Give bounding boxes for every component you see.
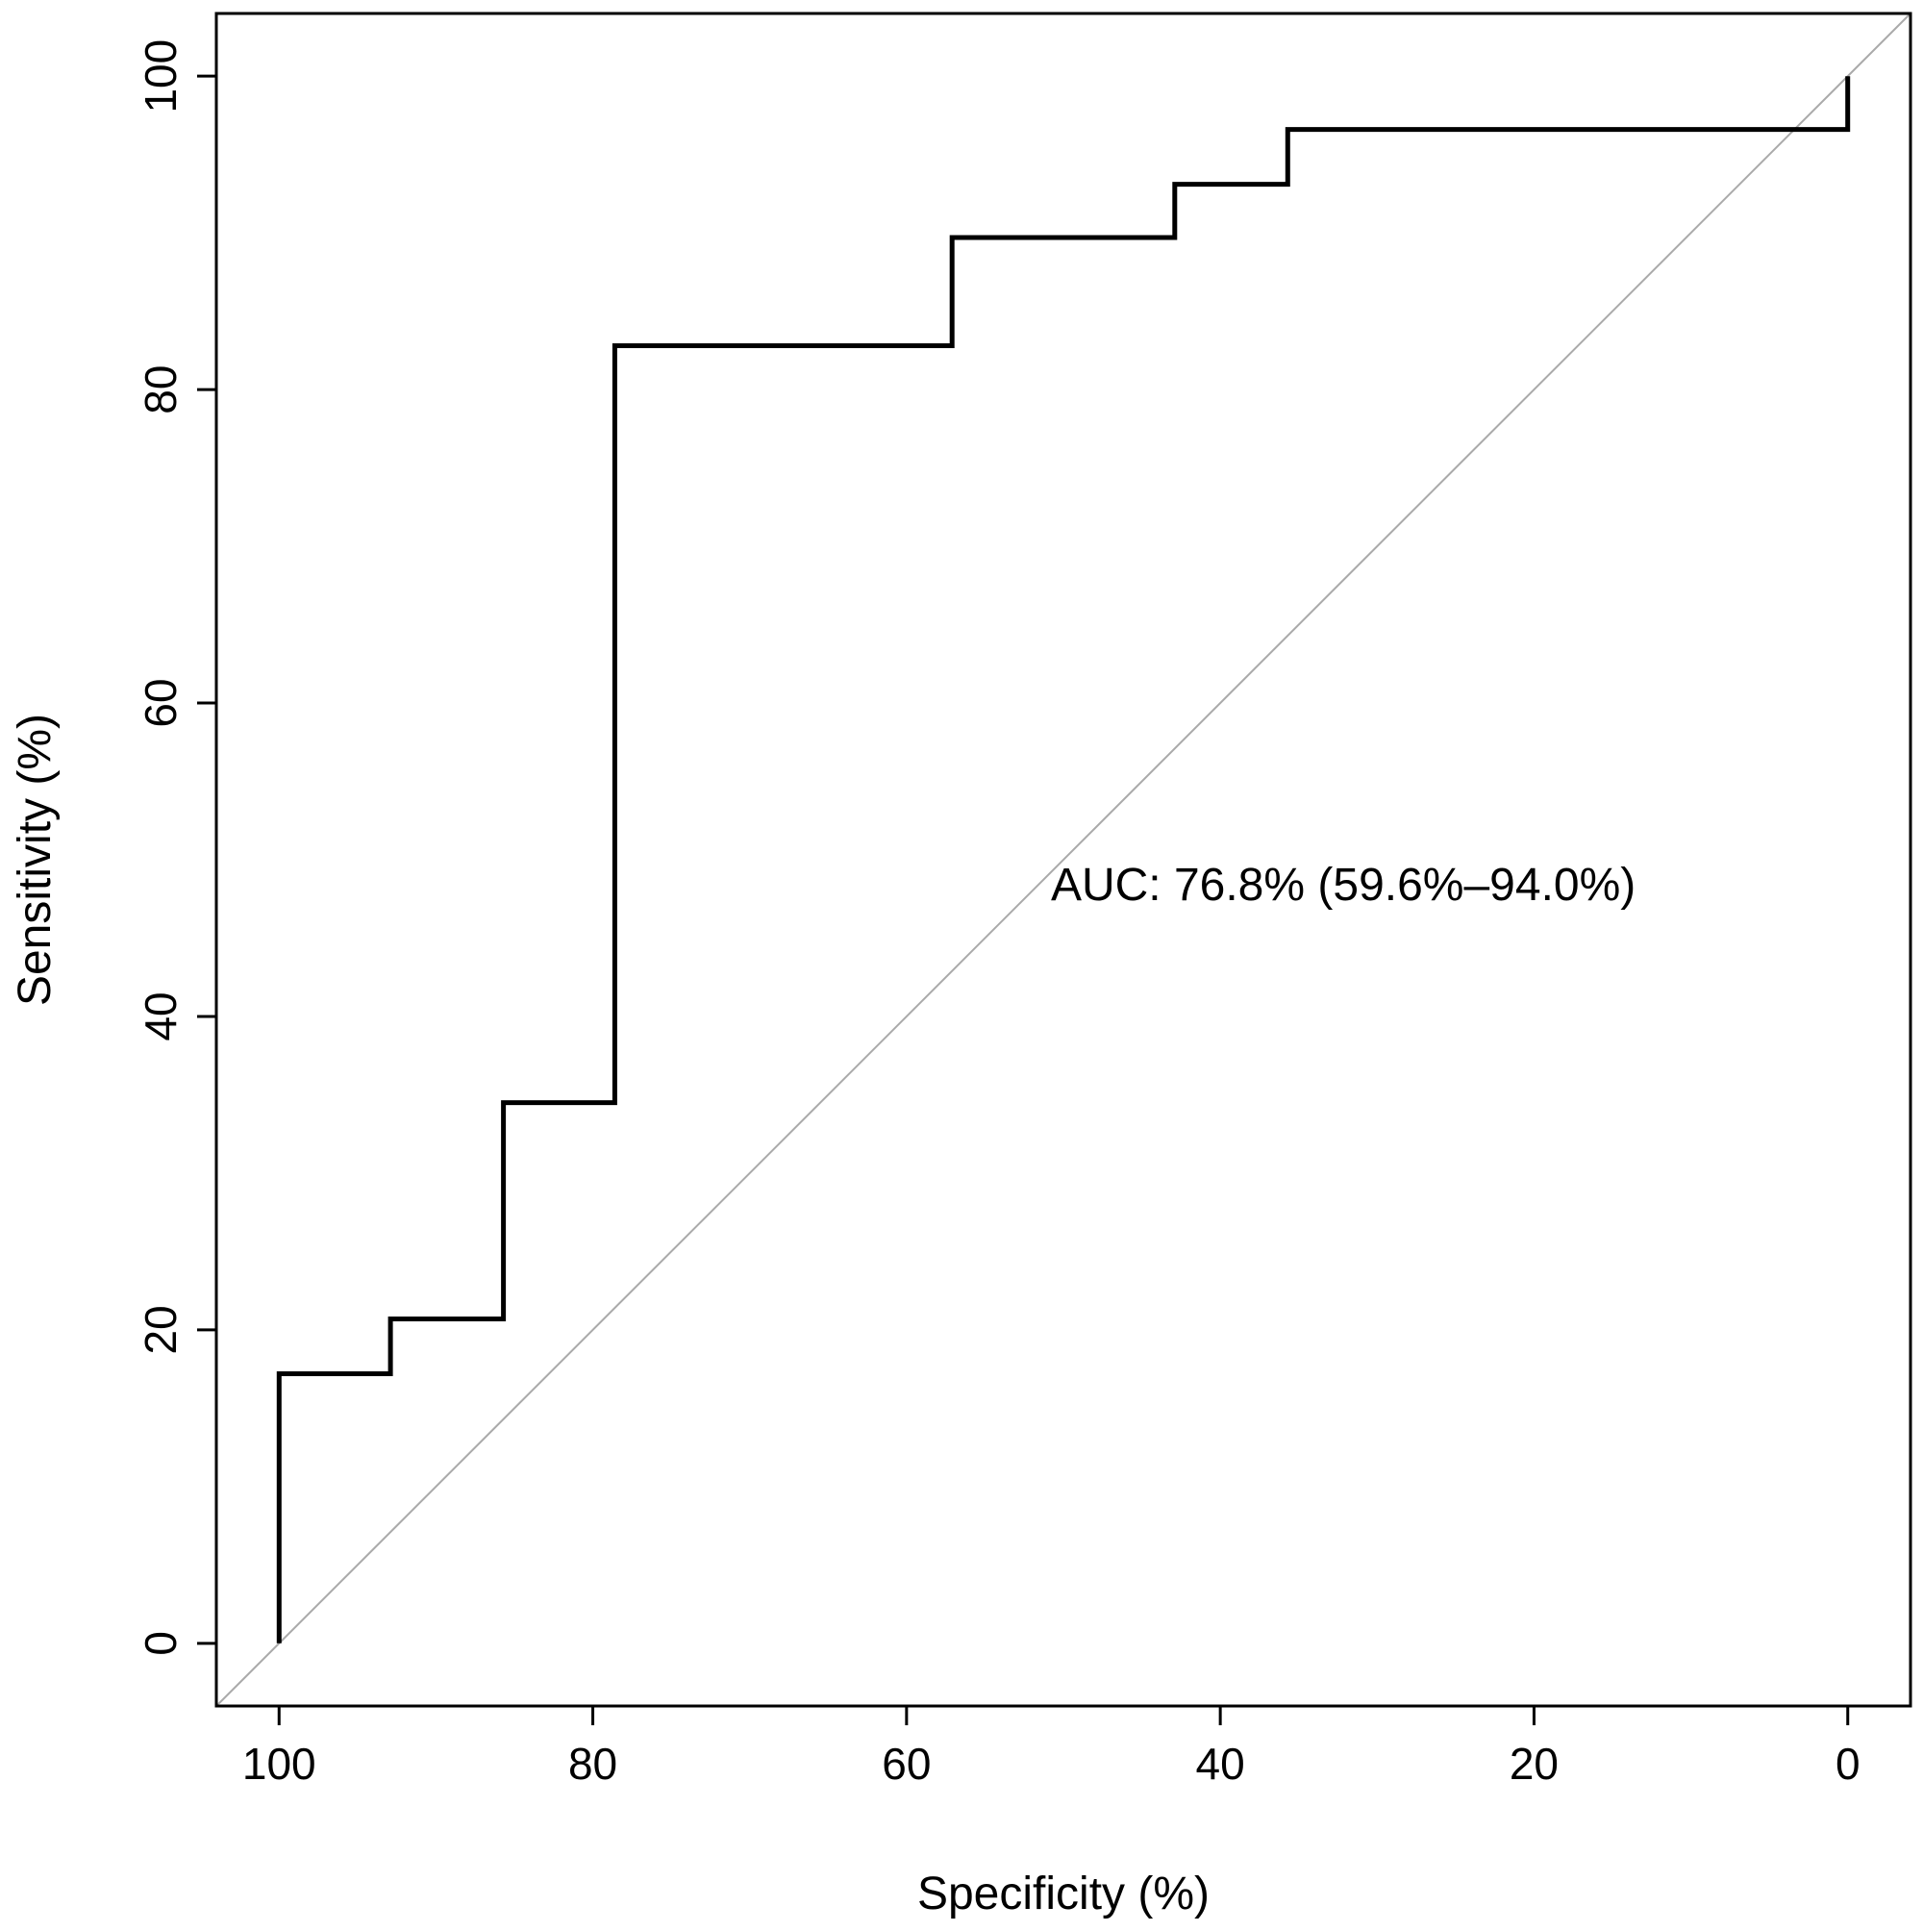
- y-tick-label: 100: [136, 39, 186, 113]
- x-axis: 100 80 60 40 20 0: [242, 1706, 1861, 1789]
- y-tick-label: 0: [136, 1631, 186, 1656]
- y-tick-label: 20: [136, 1305, 186, 1354]
- y-tick-label: 80: [136, 365, 186, 414]
- auc-annotation: AUC: 76.8% (59.6%–94.0%): [1051, 860, 1636, 911]
- y-axis-label: Sensitivity (%): [10, 714, 61, 1006]
- reference-diagonal: [215, 13, 1911, 1707]
- y-tick-label: 60: [136, 678, 186, 727]
- x-tick-label: 100: [242, 1739, 316, 1789]
- x-axis-label: Specificity (%): [917, 1869, 1210, 1919]
- x-tick-label: 80: [568, 1739, 617, 1789]
- plot-frame: [214, 12, 1912, 1708]
- x-tick-label: 0: [1836, 1739, 1861, 1789]
- x-tick-label: 60: [882, 1739, 931, 1789]
- roc-curve: [276, 76, 1851, 1643]
- x-tick-label: 40: [1196, 1739, 1245, 1789]
- y-tick-label: 40: [136, 991, 186, 1041]
- y-axis: 0 20 40 60 80 100: [136, 39, 216, 1656]
- x-tick-label: 20: [1510, 1739, 1559, 1789]
